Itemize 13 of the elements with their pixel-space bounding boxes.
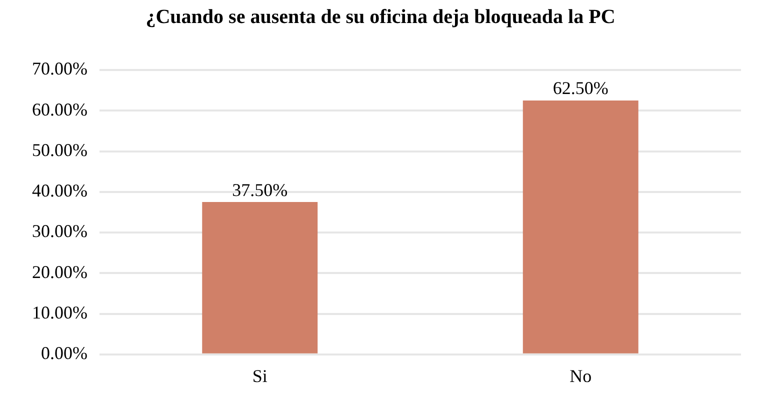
chart-title: ¿Cuando se ausenta de su oficina deja bloqueada la PC xyxy=(146,6,616,28)
data-label: 62.50% xyxy=(552,78,608,98)
y-tick-label: 50.00% xyxy=(32,140,88,160)
y-tick-label: 70.00% xyxy=(32,58,88,79)
data-label: 37.50% xyxy=(232,180,288,200)
y-tick-label: 20.00% xyxy=(32,262,88,282)
y-tick-label: 30.00% xyxy=(32,221,88,242)
x-tick-label: No xyxy=(570,366,592,386)
y-tick-label: 10.00% xyxy=(32,302,88,323)
y-tick-label: 40.00% xyxy=(32,180,88,201)
x-tick-label: Si xyxy=(252,366,268,386)
y-tick-label: 0.00% xyxy=(40,343,88,364)
y-tick-label: 60.00% xyxy=(32,99,88,120)
